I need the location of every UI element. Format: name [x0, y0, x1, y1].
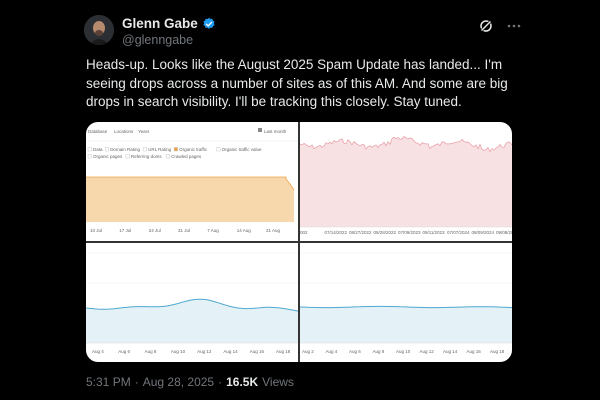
- screenshot-ahrefs-organic[interactable]: Database Locations Years Last month Data…: [86, 122, 298, 241]
- x-tick-label: Aug 16: [467, 349, 482, 354]
- x-tick-label: 17 Jul: [119, 228, 131, 233]
- x-tick-label: Aug 4: [326, 349, 338, 354]
- more-options-icon[interactable]: [506, 18, 522, 34]
- visibility-area: [300, 136, 512, 227]
- x-tick-label: Aug 16: [250, 349, 265, 354]
- panel1-legend: Data Domain Rating URL Rating Organic traff…: [87, 147, 262, 159]
- top-actions: [478, 18, 522, 34]
- legend-label: URL Rating: [148, 147, 172, 152]
- x-tick-label: 002: [300, 230, 308, 235]
- panel2-x-ticks: 002 07/14/2022 08/27/2022 09/28/2022 07/09/2…: [300, 230, 512, 235]
- x-tick-label: 07/09/2023: [398, 230, 421, 235]
- x-tick-label: 14 Aug: [237, 228, 252, 233]
- trend2-area: [300, 306, 512, 343]
- author-name-row: Glenn Gabe: [122, 16, 216, 31]
- panel2-svg: 002 07/14/2022 08/27/2022 09/28/2022 07/09/2…: [300, 136, 512, 235]
- legend-label: Data: [93, 147, 103, 152]
- x-tick-label: Aug 6: [349, 349, 361, 354]
- x-tick-label: 09/08/2025: [496, 230, 512, 235]
- legend-label: Organic pages: [93, 154, 123, 159]
- x-tick-label: Aug 8: [373, 349, 385, 354]
- x-tick-label: Aug 8: [145, 349, 157, 354]
- panel1-toolbar: Database Locations Years Last month: [88, 128, 287, 134]
- x-tick-label: Aug 10: [396, 349, 411, 354]
- trend1-area: [86, 299, 298, 343]
- panel3-x-ticks: Aug 4 Aug 6 Aug 8 Aug 10 Aug 12 Aug 14 Aug 16 A…: [92, 349, 291, 354]
- legend-checkbox[interactable]: [105, 147, 109, 152]
- legend-checkbox[interactable]: [165, 154, 170, 159]
- x-tick-label: Aug 10: [171, 349, 186, 354]
- toolbar-locations: Locations: [114, 129, 134, 134]
- avatar[interactable]: [84, 15, 114, 45]
- author-handle[interactable]: @glenngabe: [122, 33, 194, 47]
- screenshot-pink-visibility[interactable]: 002 07/14/2022 08/27/2022 09/28/2022 07/09/2…: [300, 122, 512, 241]
- toolbar-years: Years: [138, 129, 150, 134]
- legend-checkbox[interactable]: [87, 147, 92, 152]
- legend-checkbox[interactable]: [142, 147, 147, 152]
- legend-checkbox[interactable]: [125, 154, 130, 159]
- x-tick-label: Aug 18: [490, 349, 505, 354]
- tweet-text: Heads-up. Looks like the August 2025 Spa…: [86, 57, 508, 109]
- verified-badge-icon: [202, 17, 216, 31]
- x-tick-label: 08/09/2024: [472, 230, 495, 235]
- panel4-svg: Aug 2 Aug 4 Aug 6 Aug 8 Aug 10 Aug 12 Aug 14 Au…: [300, 252, 512, 354]
- x-tick-label: Aug 2: [302, 349, 314, 354]
- panel3-svg: Aug 4 Aug 6 Aug 8 Aug 10 Aug 12 Aug 14 Aug 16 A…: [86, 252, 298, 354]
- x-tick-label: Aug 12: [420, 349, 435, 354]
- x-tick-label: Aug 18: [276, 349, 291, 354]
- screenshot-blue-trend-1[interactable]: Aug 4 Aug 6 Aug 8 Aug 10 Aug 12 Aug 14 Aug 16 A…: [86, 243, 298, 362]
- x-tick-label: 10 Jul: [90, 228, 102, 233]
- legend-label: Organic traffic value: [222, 147, 262, 152]
- trend2-line: [300, 305, 512, 309]
- views-count: 16.5K: [226, 375, 259, 389]
- x-tick-label: 21 Aug: [266, 228, 281, 233]
- x-tick-label: 24 Jul: [149, 228, 161, 233]
- legend-label: Crawled pages: [171, 154, 202, 159]
- x-tick-label: Aug 14: [443, 349, 458, 354]
- x-tick-label: Aug 14: [223, 349, 238, 354]
- grok-icon[interactable]: [478, 18, 494, 34]
- visibility-line: [300, 136, 512, 153]
- legend-label: Domain Rating: [110, 147, 140, 152]
- trend1-line: [86, 298, 298, 312]
- x-tick-label: Aug 4: [92, 349, 104, 354]
- panel4-x-ticks: Aug 2 Aug 4 Aug 6 Aug 8 Aug 10 Aug 12 Aug 14 Au…: [302, 349, 505, 354]
- legend-label: Organic traffic: [179, 147, 208, 152]
- toolbar-last-month: Last month: [264, 129, 287, 134]
- x-tick-label: 09/11/2023: [423, 230, 446, 235]
- views-label: Views: [262, 375, 294, 389]
- avatar-image: [84, 15, 114, 45]
- legend-checkbox[interactable]: [87, 154, 92, 159]
- toolbar-database: Database: [88, 129, 108, 134]
- x-tick-label: 08/27/2022: [349, 230, 372, 235]
- x-tick-label: 31 Jul: [178, 228, 190, 233]
- x-tick-label: Aug 6: [118, 349, 130, 354]
- panel1-svg: Database Locations Years Last month Data…: [86, 128, 298, 233]
- legend-checkbox[interactable]: [216, 147, 221, 152]
- author-name[interactable]: Glenn Gabe: [122, 16, 198, 31]
- post-date[interactable]: Aug 28, 2025: [142, 375, 215, 389]
- x-tick-label: Aug 12: [197, 349, 212, 354]
- x-tick-label: 09/28/2022: [374, 230, 397, 235]
- x-tick-label: 07/07/2024: [447, 230, 470, 235]
- screenshot-blue-trend-2[interactable]: Aug 2 Aug 4 Aug 6 Aug 8 Aug 10 Aug 12 Aug 14 Au…: [300, 243, 512, 362]
- panel1-x-ticks: 10 Jul 17 Jul 24 Jul 31 Jul 7 Aug 14 Aug 21 Au…: [90, 228, 281, 233]
- x-tick-label: 07/14/2022: [325, 230, 348, 235]
- organic-traffic-area: [86, 177, 294, 222]
- tweet-meta: 5:31 PM · Aug 28, 2025 · 16.5K Views: [86, 375, 294, 389]
- meta-separator: ·: [134, 375, 139, 389]
- organic-traffic-line: [86, 176, 295, 191]
- media-grid[interactable]: Database Locations Years Last month Data…: [86, 122, 512, 362]
- legend-checkbox[interactable]: [173, 147, 178, 152]
- legend-label: Referring doms: [131, 154, 163, 159]
- post-time[interactable]: 5:31 PM: [86, 375, 131, 389]
- meta-separator-2: ·: [218, 375, 223, 389]
- calendar-icon: [258, 128, 262, 132]
- x-tick-label: 7 Aug: [207, 228, 219, 233]
